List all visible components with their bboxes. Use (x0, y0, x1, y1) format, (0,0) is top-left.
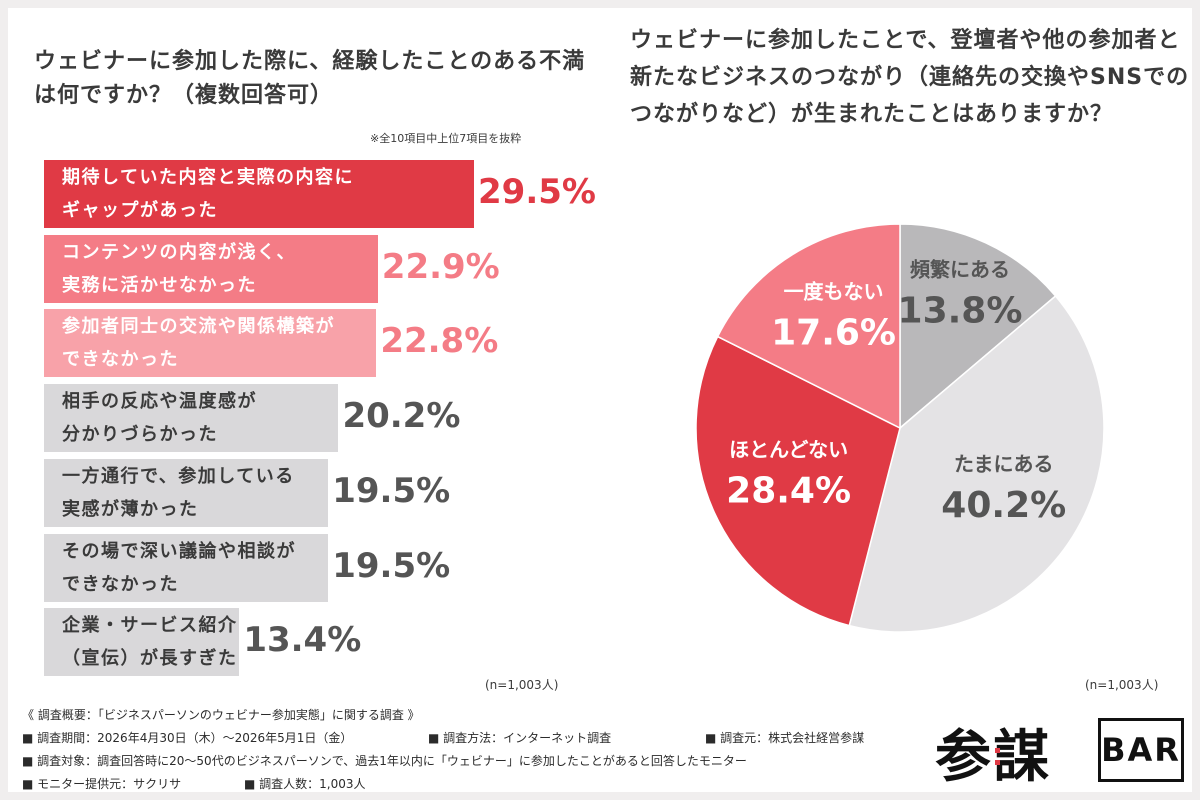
pie-slice-label: たまにある (954, 452, 1053, 476)
survey-method: ■ 調査方法：インターネット調査 (428, 731, 612, 745)
survey-monitor-provider: ■ モニター提供元：サクリサ (22, 777, 182, 791)
survey-period: ■ 調査期間：2026年4月30日（木）〜2026年5月1日（金） (22, 731, 353, 745)
bar-category-label: 参加者同士の交流や関係構築が できなかった (62, 310, 392, 376)
bar-category-label-line: 一方通行で、参加している (62, 465, 295, 487)
pie-slice-value: 40.2% (941, 485, 1066, 526)
bar-value-label: 20.2% (342, 396, 461, 437)
bar (44, 533, 329, 602)
pie-chart-title: ウェビナーに参加したことで、登壇者や他の参加者と新たなビジネスのつながり（連絡先… (630, 28, 1190, 127)
bar-category-label-line: 企業・サービス紹介 (62, 615, 238, 637)
bar-category-label-line: その場で深い議論や相談が (62, 540, 296, 562)
bar-category-label-line: 期待していた内容と実際の内容に (62, 167, 354, 188)
survey-count: ■ 調査人数：1,003人 (244, 777, 366, 791)
pie-slice-label: 頻繁にある (910, 257, 1010, 281)
pie-slice-label: 一度もない (784, 279, 884, 303)
bar (44, 309, 377, 378)
bar (44, 384, 339, 453)
survey-target: ■ 調査対象：調査回答時に20〜50代のビジネスパーソンで、過去1年以内に「ウェ… (22, 754, 747, 768)
bar-category-label-line: 実務に活かせなかった (62, 274, 257, 296)
bar-category-label: 相手の反応や温度感が 分かりづらかった (62, 385, 392, 451)
bar-category-label-line: 参加者同士の交流や関係構築が (62, 316, 335, 338)
survey-source: ■ 調査元：株式会社経営参謀 (705, 731, 865, 745)
bar-value-label: 29.5% (478, 172, 596, 212)
bar-value-label: 19.5% (332, 470, 451, 511)
bar-chart-sample-size: (n=1,003人) (485, 678, 559, 692)
bar (44, 234, 378, 303)
bar-chart-title: ウェビナーに参加した際に、経験したことのある不満は何ですか？（複数回答可） (34, 49, 586, 108)
bar-category-label-line: 分かりづらかった (62, 424, 218, 446)
bar (44, 458, 329, 527)
bar-category-label: その場で深い議論や相談が できなかった (62, 535, 392, 601)
pie-slice-value: 17.6% (771, 312, 896, 353)
bar-category-label-line: ギャップがあった (62, 200, 218, 221)
bar-category-label: 期待していた内容と実際の内容に ギャップがあった (62, 161, 392, 227)
pie-slice (716, 223, 901, 430)
bar-category-label: 一方通行で、参加している 実感が薄かった (62, 460, 392, 526)
logo-accent-mark (995, 760, 1000, 765)
bar-value-label: 19.5% (332, 545, 451, 586)
logo-accent-mark (995, 748, 1000, 753)
bar (44, 160, 474, 228)
bar-chart-note: ※全10項目中上位7項目を抜粋 (370, 132, 522, 145)
bar-category-label: 企業・サービス紹介 （宣伝）が長すぎた (62, 609, 392, 675)
bar-category-label-line: できなかった (62, 573, 179, 595)
bar-category-label-line: 実感が薄かった (62, 498, 199, 520)
pie-slice (899, 223, 1057, 430)
pie-slice (695, 335, 901, 627)
bar-category-label-line: （宣伝）が長すぎた (62, 648, 238, 670)
bar-logo: BAR (1098, 718, 1184, 782)
bar-category-label-line: できなかった (62, 349, 179, 371)
bar-value-label: 22.8% (380, 321, 499, 362)
survey-summary-heading: 《 調査概要：「ビジネスパーソンのウェビナー参加実態」に関する調査 》 (22, 708, 420, 722)
pie-slice-value: 28.4% (726, 471, 851, 512)
bar-value-label: 13.4% (243, 620, 362, 661)
bar-category-label-line: 相手の反応や温度感が (62, 391, 257, 413)
pie-chart-sample-size: (n=1,003人) (1085, 678, 1159, 692)
bar-category-label-line: コンテンツの内容が浅く、 (62, 241, 296, 263)
bar (44, 608, 240, 677)
sanbo-logo-kanji: 参謀 (935, 725, 1051, 790)
pie-slice-label: ほとんどない (729, 438, 848, 462)
bar-value-label: 22.9% (381, 246, 500, 287)
pie-slice-value: 13.8% (898, 290, 1023, 331)
bar-category-label: コンテンツの内容が浅く、 実務に活かせなかった (62, 236, 392, 302)
pie-slice (848, 294, 1105, 633)
